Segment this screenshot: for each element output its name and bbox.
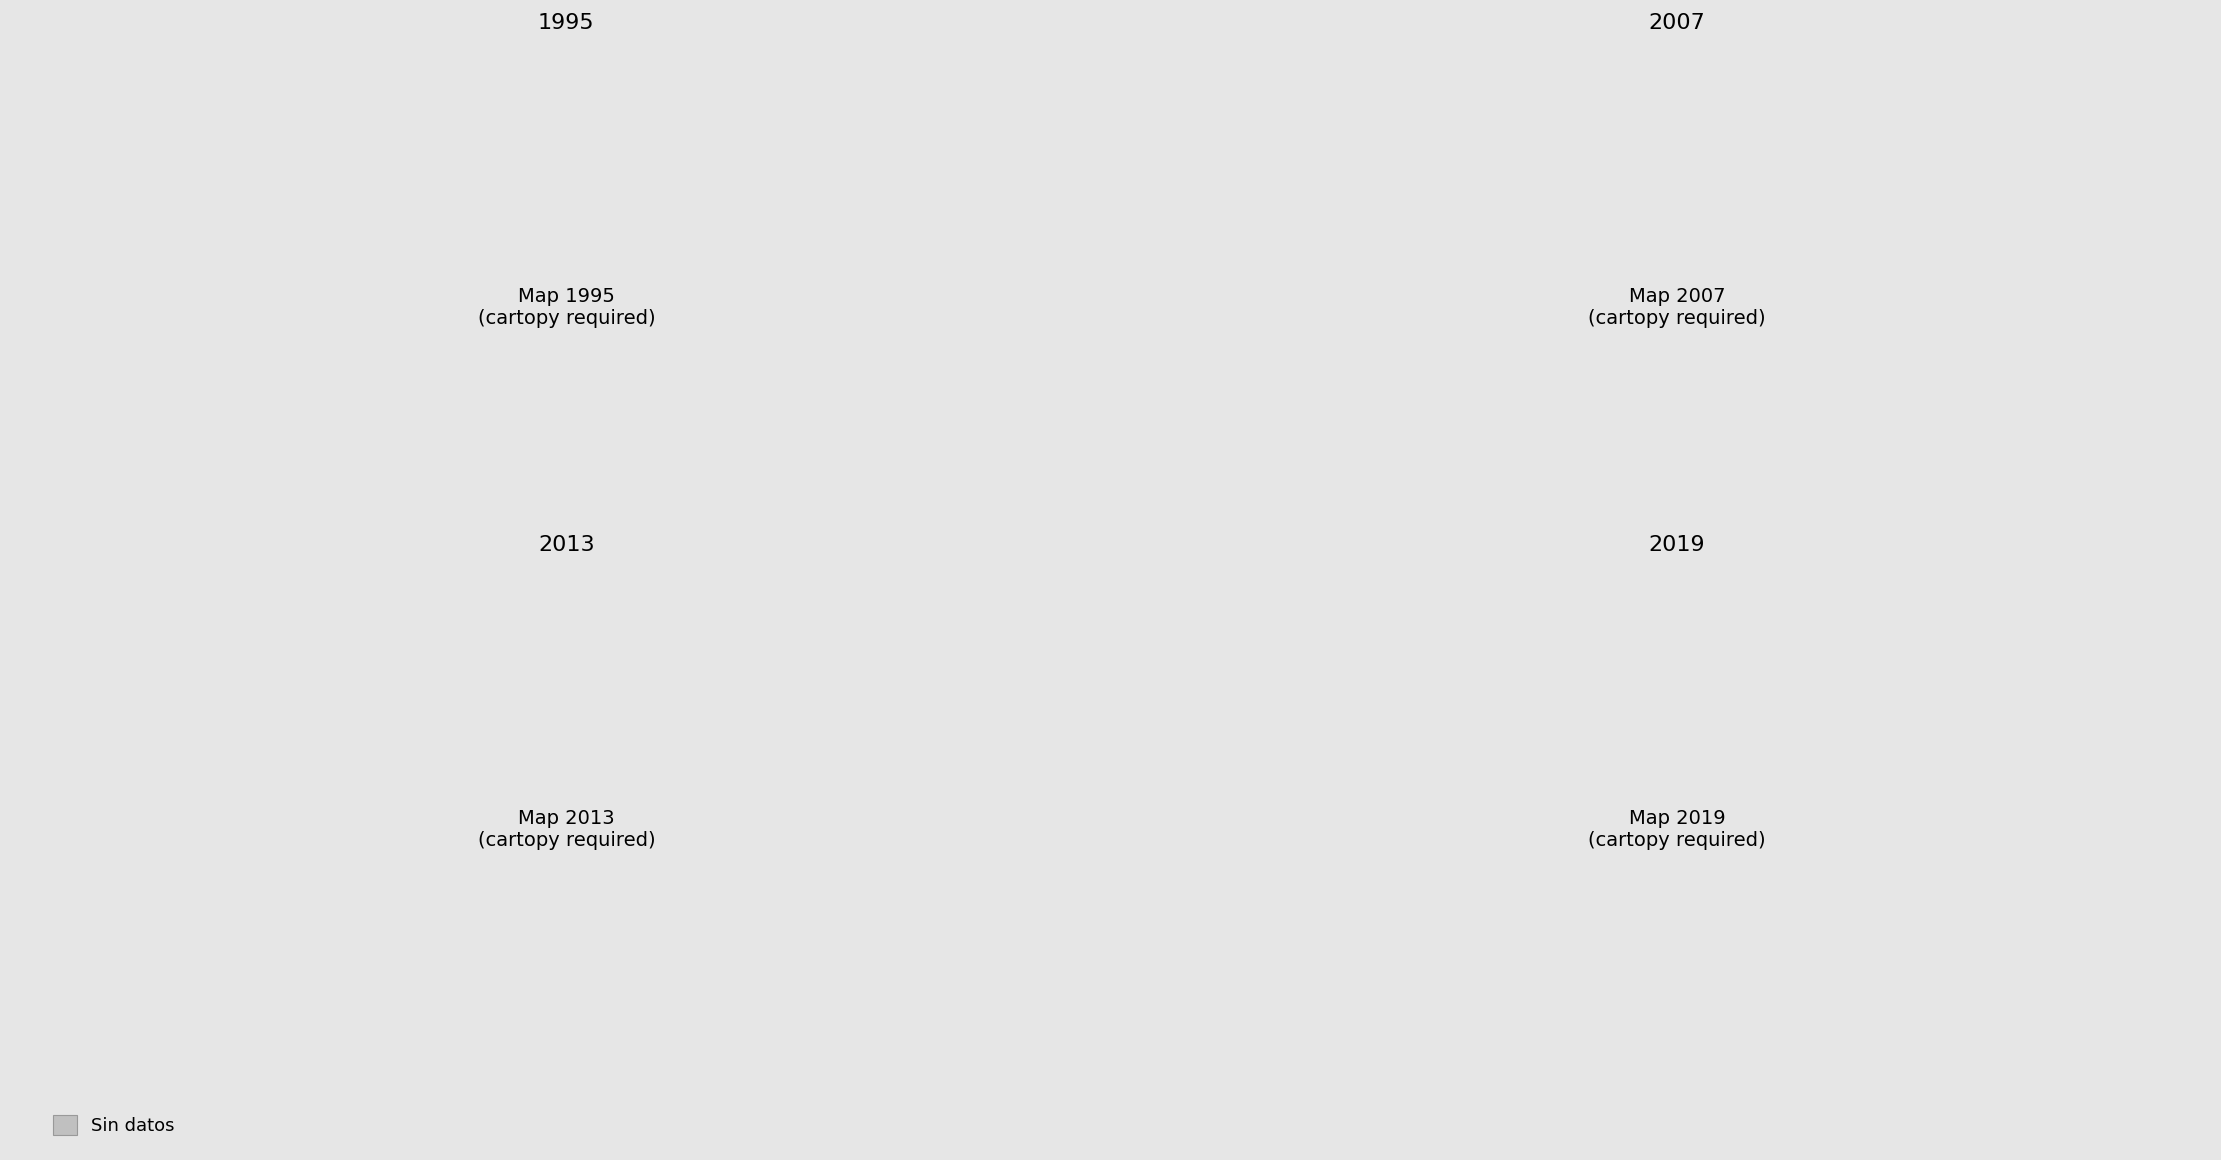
Text: Map 2007
(cartopy required): Map 2007 (cartopy required) [1588,287,1766,328]
Text: Map 2019
(cartopy required): Map 2019 (cartopy required) [1588,809,1766,850]
Title: 2013: 2013 [537,535,595,556]
Text: Map 2013
(cartopy required): Map 2013 (cartopy required) [478,809,655,850]
Text: Map 1995
(cartopy required): Map 1995 (cartopy required) [478,287,655,328]
Title: 1995: 1995 [537,13,595,34]
Title: 2007: 2007 [1648,13,1706,34]
Legend: Sin datos: Sin datos [53,1115,175,1136]
Title: 2019: 2019 [1648,535,1706,556]
